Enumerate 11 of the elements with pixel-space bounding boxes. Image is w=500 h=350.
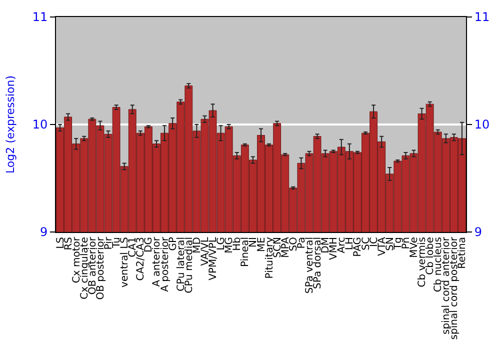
- x-tick-label: Retina: [457, 237, 468, 269]
- y-axis-title: Log2 (expression): [4, 75, 17, 174]
- y2-tick-label: 9: [474, 225, 482, 240]
- y-tick-label: 9: [40, 225, 48, 240]
- x-tick-label: A posterior: [160, 236, 171, 292]
- y-tick-label: 10: [32, 118, 48, 132]
- x-tick-label: OB posterior: [95, 236, 106, 300]
- y2-tick-label: 11: [474, 10, 490, 24]
- y2-tick-label: 10: [474, 118, 490, 132]
- x-tick-label: Tg: [392, 237, 404, 250]
- y-tick-label: 11: [32, 10, 48, 24]
